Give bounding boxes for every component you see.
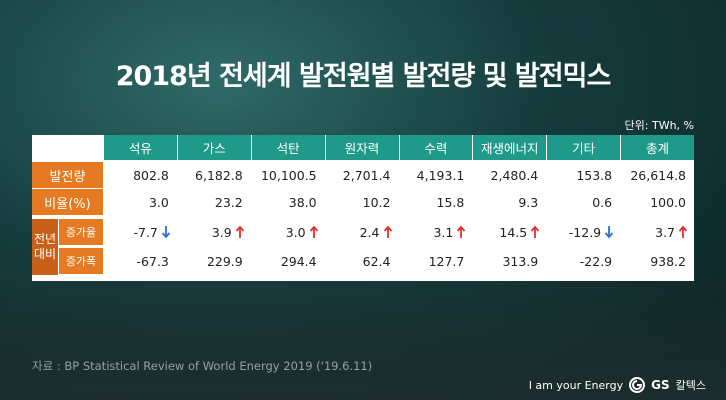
table-cell: -7.7 (104, 219, 177, 245)
row-label: 비율(%) (32, 189, 103, 215)
table-cell: 10,100.5 (251, 162, 325, 188)
table-cell: 4,193.1 (399, 162, 473, 188)
table-cell: 3.0 (104, 189, 177, 215)
group-label: 전년 대비 (32, 219, 58, 275)
column-header: 원자력 (325, 135, 399, 160)
column-header: 수력 (399, 135, 473, 160)
column-header: 재생에너지 (473, 135, 547, 160)
table-cell: 10.2 (325, 189, 399, 215)
brand: I am your Energy GS 칼텍스 (529, 377, 706, 393)
table-cell: 3.9 (177, 219, 251, 245)
row-label: 증가폭 (59, 248, 103, 274)
unit-label: 단위: TWh, % (624, 119, 694, 132)
table-cell: 229.9 (177, 248, 251, 274)
table-cell: 802.8 (104, 162, 177, 188)
table-cell: 23.2 (177, 189, 251, 215)
table-cell: 0.6 (547, 189, 621, 215)
header-corner (32, 135, 103, 160)
table-cell: 3.0 (251, 219, 325, 245)
table-cell: 6,182.8 (177, 162, 251, 188)
source: 자료 : BP Statistical Review of World Ener… (32, 359, 373, 373)
table-cell: 38.0 (251, 189, 325, 215)
company: 칼텍스 (675, 379, 706, 392)
table-cell: -22.9 (547, 248, 621, 274)
table-cell: 3.7 (621, 219, 694, 245)
group-label-line: 대비 (33, 247, 57, 261)
column-header: 총계 (621, 135, 694, 160)
slogan: I am your Energy (528, 378, 624, 392)
table-cell: 2.4 (325, 219, 399, 245)
table-cell: 9.3 (473, 189, 547, 215)
table-cell: -12.9 (547, 219, 621, 245)
table-cell: 26,614.8 (621, 162, 694, 188)
table-cell: 2,480.4 (473, 162, 547, 188)
table-cell: 100.0 (621, 189, 694, 215)
table-cell: 2,701.4 (325, 162, 399, 188)
table-cell: 294.4 (251, 248, 325, 274)
table-cell: 62.4 (325, 248, 399, 274)
group-label-line: 전년 (33, 232, 57, 246)
table-cell: 3.1 (399, 219, 473, 245)
table-cell: 938.2 (621, 248, 694, 274)
table-cell: 153.8 (547, 162, 621, 188)
table-cell: 14.5 (473, 219, 547, 245)
logo: GS (651, 378, 670, 392)
column-header: 석탄 (251, 135, 325, 160)
table-cell: 127.7 (399, 248, 473, 274)
column-header: 기타 (547, 135, 621, 160)
row-label: 발전량 (32, 162, 103, 188)
table-cell: 15.8 (399, 189, 473, 215)
table-cell: 313.9 (473, 248, 547, 274)
column-header: 가스 (177, 135, 251, 160)
logo-icon (629, 377, 646, 393)
title: 2018년 전세계 발전원별 발전량 및 발전믹스 (115, 61, 612, 92)
table-cell: -67.3 (104, 248, 177, 274)
row-label: 증가율 (59, 219, 103, 245)
column-header: 석유 (104, 135, 177, 160)
